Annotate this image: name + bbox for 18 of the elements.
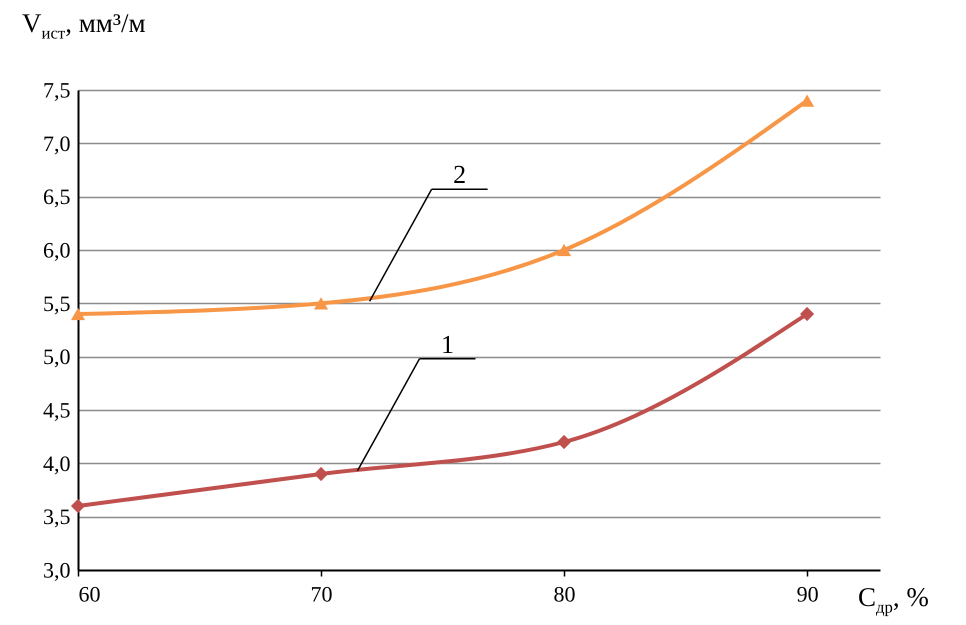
y-tick-label: 3,0: [43, 558, 70, 582]
y-tick-label: 7,5: [43, 78, 70, 102]
y-tick-label: 5,0: [43, 344, 70, 370]
y-tick-label: 3,5: [43, 504, 70, 530]
x-axis-title: C$_{др}$, %: [858, 582, 929, 618]
annotation: 2: [453, 160, 466, 190]
x-tick-label: 80: [554, 582, 576, 606]
y-tick-label: 5,5: [43, 290, 70, 316]
x-tick-label: 60: [78, 582, 100, 606]
x-tick-label: 70: [310, 582, 333, 606]
y-tick-label: 7,0: [43, 130, 70, 156]
y-tick-label: 4,5: [43, 398, 70, 422]
y-tick-label: 4,0: [43, 450, 70, 476]
x-tick-label: 90: [796, 582, 819, 606]
y-axis-title: V$_{ист}$, мм³/м: [22, 8, 146, 44]
y-tick-label: 6,5: [43, 184, 70, 210]
y-tick-label: 6,0: [43, 238, 70, 262]
annotation: 1: [440, 330, 454, 359]
